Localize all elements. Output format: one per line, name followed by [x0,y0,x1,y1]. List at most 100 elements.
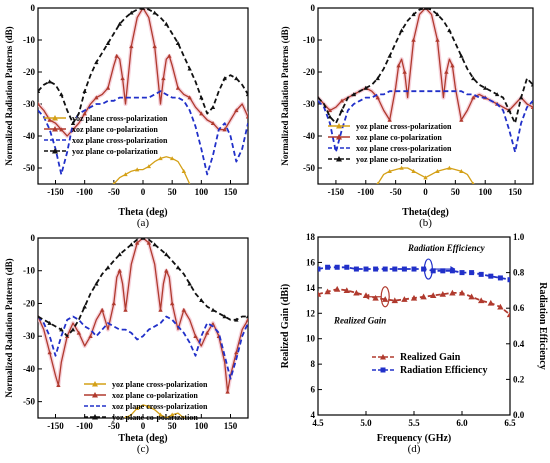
data-point [245,114,248,119]
data-point [70,121,76,125]
data-point [59,92,64,97]
series-line [38,315,248,380]
annotation-arrowhead-red [364,293,370,300]
data-point [472,181,475,184]
series-line [318,90,533,153]
data-point [421,266,427,272]
data-point [471,95,476,100]
data-point [120,76,125,81]
series-xoz-plane-co-polarization [318,8,533,122]
y-tick-label: 0 [31,233,36,243]
data-point [152,10,157,15]
data-point [387,117,392,122]
legend-label: yoz plane co-polarization [356,155,442,164]
x-tick-label: 6.0 [456,418,468,428]
data-point [82,89,87,93]
data-point [506,108,512,113]
data-point [373,266,379,272]
data-point [47,79,52,84]
y-tick-label: -50 [23,163,35,173]
legend-label: yoz plane cross-polarization [112,380,208,389]
data-point [343,287,350,293]
data-point [38,89,41,93]
y2-tick-label: 0.4 [513,339,525,349]
series-line [125,404,185,418]
data-point [339,108,345,113]
y-tick-label: 14 [306,283,316,293]
x-tick-label: -100 [358,187,375,197]
series-line [38,8,248,125]
data-point [497,275,503,281]
data-point [411,266,417,272]
data-point [449,289,456,296]
y2-tick-label: 0.6 [513,303,525,313]
legend-label: yoz plane co-polarization [72,147,158,156]
data-point [447,28,452,33]
data-point [334,264,340,270]
data-point [129,44,134,49]
x-tick-label: 150 [224,421,238,431]
data-point [146,240,152,245]
data-point [181,169,187,173]
chart-panel-a: -150 -100 -50 0 50 100 150 0 -10 -20 -30 -40 -50 Thet… [4,3,249,229]
data-point [164,268,169,273]
data-point [411,37,416,42]
x-tick-label: 100 [195,187,209,197]
data-point [105,41,111,45]
data-point [430,268,436,274]
x-tick-label: 50 [168,421,178,431]
data-point [167,53,172,58]
x-tick-label: 100 [195,421,209,431]
data-point [351,92,357,97]
data-point [105,265,111,270]
series-glow [318,8,533,122]
y2-axis-label: Radiation Efficiency [537,282,548,370]
data-point [399,28,404,33]
data-point [182,415,186,418]
series-yoz-plane-co-polarization [38,8,248,125]
data-point [497,303,504,310]
data-point [439,291,446,297]
data-point [324,288,331,295]
data-point [129,242,134,247]
legend-label: Radiation Efficiency [400,365,488,376]
series-glow [38,238,248,394]
y-tick-label: 18 [306,232,316,242]
data-point [327,114,333,119]
y-axis-label: Normalized Radiation Patterns (dB) [4,26,14,165]
data-point [334,285,341,292]
y-tick-label: -40 [303,131,315,141]
data-point [444,69,449,74]
series-line [113,156,191,184]
data-point [402,69,407,74]
legend-marker [92,381,98,387]
y-tick-label: -10 [23,266,35,276]
chart-panel-d: 4.5 5.0 5.5 6.0 6.5 4 6 8 10 12 14 16 18 0.0 0.2 0.4 0.6… [280,232,548,455]
panel-caption: (a) [137,217,150,229]
legend-label: yoz plane co-polarization [112,413,198,422]
x-tick-label: -100 [76,421,93,431]
data-point [410,294,418,301]
data-point [430,292,437,299]
data-point [494,92,500,97]
x-tick-label: -150 [47,187,64,197]
series-line [38,8,248,137]
legend-label: xoz plane cross-polarization [72,136,168,145]
legend-marker [380,367,386,373]
data-point [435,12,440,17]
series-yoz-plane-co-polarization [38,238,248,338]
data-point [488,273,494,279]
data-point [169,412,175,417]
y2-tick-label: 0.8 [513,268,525,278]
y-tick-label: -10 [23,35,35,45]
data-point [158,412,163,417]
data-point [487,299,494,306]
data-point [225,389,230,394]
data-point [375,95,380,100]
y2-tick-label: 0.2 [513,374,525,384]
data-point [210,121,216,125]
y-tick-label: 12 [306,308,316,318]
annotation-arrowhead-blue [450,266,456,273]
data-point [94,60,99,65]
data-point [363,266,369,272]
